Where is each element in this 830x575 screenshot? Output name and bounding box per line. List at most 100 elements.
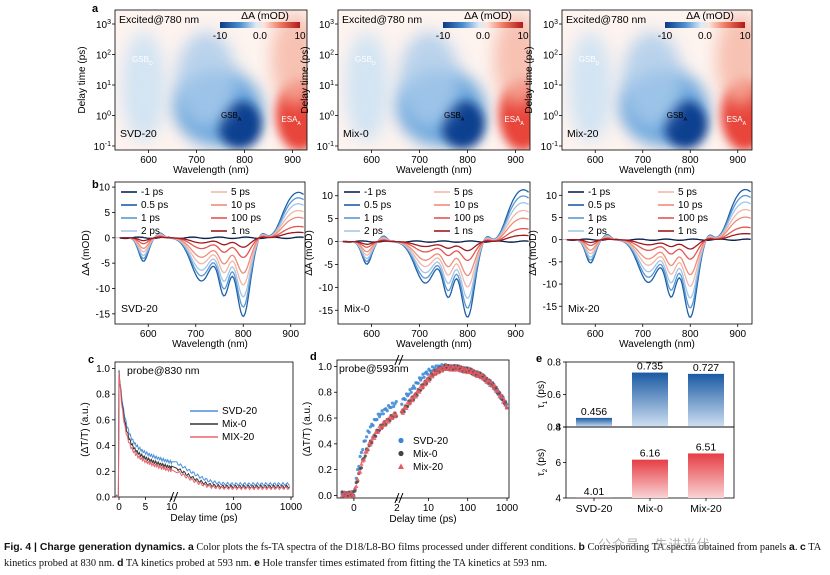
data-point xyxy=(475,373,480,378)
y-tick-label-exp: -1 xyxy=(552,141,558,148)
data-point xyxy=(382,422,387,427)
data-point xyxy=(400,410,406,415)
y-tick-label: 5 xyxy=(104,208,110,219)
data-point xyxy=(353,489,357,493)
y-tick-label: 8 xyxy=(555,423,561,434)
y-tick-label: 102 xyxy=(319,50,334,62)
y-tick-label-base: 10 xyxy=(96,20,108,31)
colorbar-tick: 0.0 xyxy=(476,31,490,42)
data-point xyxy=(410,398,415,403)
colorbar-title: ΔA (mOD) xyxy=(686,10,734,22)
category-label: Mix-20 xyxy=(690,503,722,515)
data-point xyxy=(478,375,483,380)
y-tick-label: 0.6 xyxy=(318,414,332,425)
data-point xyxy=(357,469,363,474)
data-point xyxy=(364,435,369,439)
panel-label-d: d xyxy=(310,351,317,363)
y-tick-label-base: 10 xyxy=(94,142,106,153)
heatmap-header: Excited@780 nm xyxy=(342,14,422,26)
colorbar-tick: 10 xyxy=(294,31,306,42)
x-axis-label: Delay time (ps) xyxy=(389,514,456,525)
data-point xyxy=(389,405,393,409)
x-tick-label: 600 xyxy=(140,155,157,166)
y-axis-label: ΔA (mOD) xyxy=(304,230,315,276)
spectrum-line xyxy=(342,217,529,277)
y-axis-label: (ΔT/T) (a.u.) xyxy=(302,402,313,456)
legend-label: 10 ps xyxy=(678,200,702,211)
colorbar-tick: 10 xyxy=(517,31,529,42)
data-point xyxy=(355,467,360,472)
data-point xyxy=(486,378,492,383)
caption-b-label: b xyxy=(578,542,585,553)
data-point xyxy=(496,388,501,393)
data-point xyxy=(408,388,412,392)
data-point xyxy=(359,450,364,455)
y-tick-label: -15 xyxy=(96,309,111,320)
x-tick-label: 100 xyxy=(225,502,242,513)
x-tick-label: 800 xyxy=(235,329,252,340)
colorbar-title: ΔA (mOD) xyxy=(464,10,512,22)
category-label: SVD-20 xyxy=(576,503,613,515)
data-point xyxy=(422,375,426,379)
legend-label: 5 ps xyxy=(454,187,473,198)
data-point xyxy=(471,372,476,377)
data-point xyxy=(361,448,365,452)
legend-label: 1 ns xyxy=(231,226,250,237)
legend-label: 2 ps xyxy=(364,226,383,237)
y-tick-label-base: 10 xyxy=(319,81,331,92)
y-axis-label-sub: 2 xyxy=(542,468,549,472)
y-tick-label: 5 xyxy=(551,213,557,224)
legend-label: 100 ps xyxy=(231,213,261,224)
y-tick-label: 0.2 xyxy=(318,465,332,476)
x-tick-label: 700 xyxy=(411,155,428,166)
data-point xyxy=(462,369,467,374)
y-tick-label-exp: 0 xyxy=(330,111,334,118)
data-point xyxy=(392,414,398,419)
figure-caption: Fig. 4 | Charge generation dynamics. a C… xyxy=(4,542,821,569)
annotation-gsb-a: GSBA xyxy=(444,111,465,123)
data-point xyxy=(376,429,381,434)
colorbar-tick: -10 xyxy=(213,31,228,42)
annotation-gsb-a: GSBA xyxy=(667,111,688,123)
y-tick-label: 1.0 xyxy=(318,362,332,373)
legend-label: 1 ps xyxy=(588,213,607,224)
heatmap-image xyxy=(115,10,307,150)
spectra-sample-label: SVD-20 xyxy=(121,303,158,315)
annotation-gsb-a-sub: A xyxy=(684,117,688,123)
y-tick-label: 103 xyxy=(96,19,111,31)
y-tick-label-exp: 2 xyxy=(330,50,334,57)
esa-a-tail xyxy=(494,13,530,105)
data-point xyxy=(492,383,498,388)
y-tick-label: 5 xyxy=(327,214,333,225)
x-tick-label: 900 xyxy=(729,329,746,340)
data-point xyxy=(504,405,509,410)
bar-value-label: 0.727 xyxy=(693,362,719,374)
y-tick-label-base: 10 xyxy=(543,20,555,31)
spectra-frame xyxy=(337,181,531,325)
kinetics-line xyxy=(115,372,291,498)
x-axis-label: Wavelength (nm) xyxy=(173,165,249,176)
y-axis-label-unit: (ps) xyxy=(536,449,547,469)
bar xyxy=(576,417,612,427)
data-point xyxy=(341,492,346,497)
data-point xyxy=(390,416,395,421)
kinetics-line xyxy=(115,371,291,498)
y-tick-label: 0.8 xyxy=(318,388,332,399)
gsb-a-core xyxy=(663,100,708,149)
data-point xyxy=(359,466,364,470)
caption-e-text: Hole transfer times estimated from fitti… xyxy=(259,558,548,569)
annotation-gsb-d-base: GSB xyxy=(355,55,372,64)
bar-value-label: 4.01 xyxy=(584,486,605,498)
y-tick-label-exp: 0 xyxy=(554,111,558,118)
caption-c-text: TA kinetics probed at 830 nm. xyxy=(4,542,821,569)
data-point xyxy=(456,367,461,372)
data-point xyxy=(386,419,391,424)
x-tick-label: 900 xyxy=(284,155,301,166)
y-tick-label: -5 xyxy=(324,260,333,271)
bar-value-label: 0.456 xyxy=(581,406,607,418)
x-tick-label: 10 xyxy=(423,503,435,514)
legend-label: 10 ps xyxy=(454,200,478,211)
y-tick-label-base: 10 xyxy=(543,112,555,123)
y-tick-label: 0.0 xyxy=(318,491,332,502)
